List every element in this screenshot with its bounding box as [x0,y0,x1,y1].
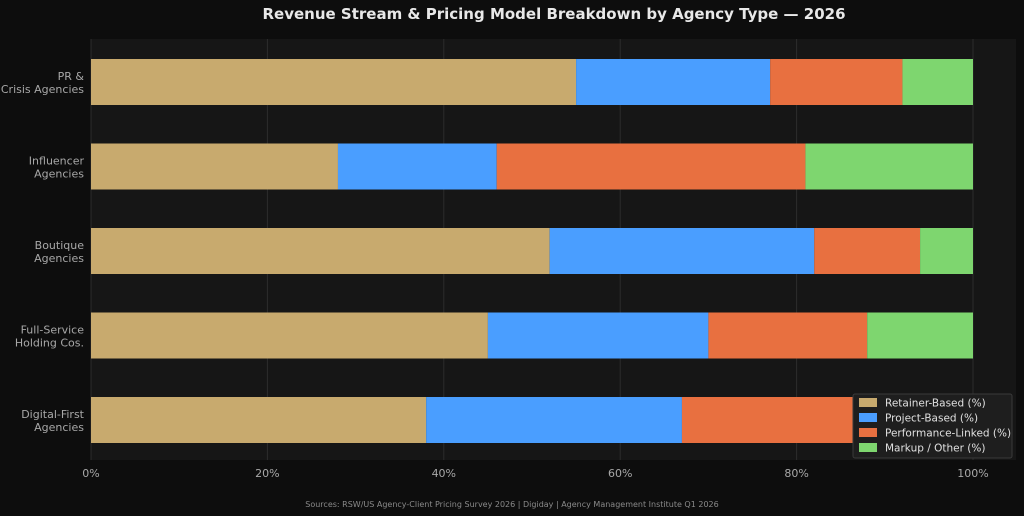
bar-segment [91,59,577,105]
bar-segment [426,397,682,443]
source-note: Sources: RSW/US Agency-Client Pricing Su… [305,500,718,509]
bar-segment [902,59,973,105]
bar-segment [487,312,709,359]
legend-label: Markup / Other (%) [885,443,985,455]
bar-segment [91,143,338,190]
bar-segment [576,59,771,105]
y-tick-label: Boutique Agencies [34,239,84,265]
bar-segment [708,312,868,359]
y-tick-label: PR & Crisis Agencies [1,70,85,96]
bar-segment [496,143,806,190]
x-tick-label: 80% [784,467,808,480]
legend-swatch [859,413,877,422]
x-tick-label: 0% [82,467,99,480]
y-tick-label: Influencer Agencies [29,155,85,181]
legend-box [852,393,1013,459]
bar-segment [770,59,903,105]
bar-segment [91,228,550,274]
legend-label: Retainer-Based (%) [885,398,986,410]
legend-label: Performance-Linked (%) [885,428,1011,440]
bar-segment [920,228,973,274]
legend: Retainer-Based (%) Project-Based (%) Perfo… [852,393,1013,459]
bar-segment [91,312,488,359]
bar-segment [814,228,921,274]
bar-segment [549,228,815,274]
x-tick-label: 20% [255,467,279,480]
legend-label: Project-Based (%) [885,413,978,425]
y-axis-labels: PR & Crisis Agencies Influencer Agencies Bou… [1,70,85,434]
bar-segment [337,143,497,190]
x-axis-labels: 0% 20% 40% 60% 80% 100% [82,467,988,480]
bar-segment [867,312,973,359]
bar-segment [681,397,868,443]
bar-segment [805,143,973,190]
legend-swatch [859,398,877,407]
legend-swatch [859,428,877,437]
bar-segment [91,397,427,443]
x-tick-label: 40% [432,467,456,480]
y-tick-label: Full-Service Holding Cos. [15,324,84,350]
bars [91,59,973,443]
x-tick-label: 100% [957,467,988,480]
chart-title: Revenue Stream & Pricing Model Breakdown… [262,5,845,23]
legend-swatch [859,443,877,452]
y-tick-label: Digital-First Agencies [21,408,84,434]
x-tick-label: 60% [608,467,632,480]
